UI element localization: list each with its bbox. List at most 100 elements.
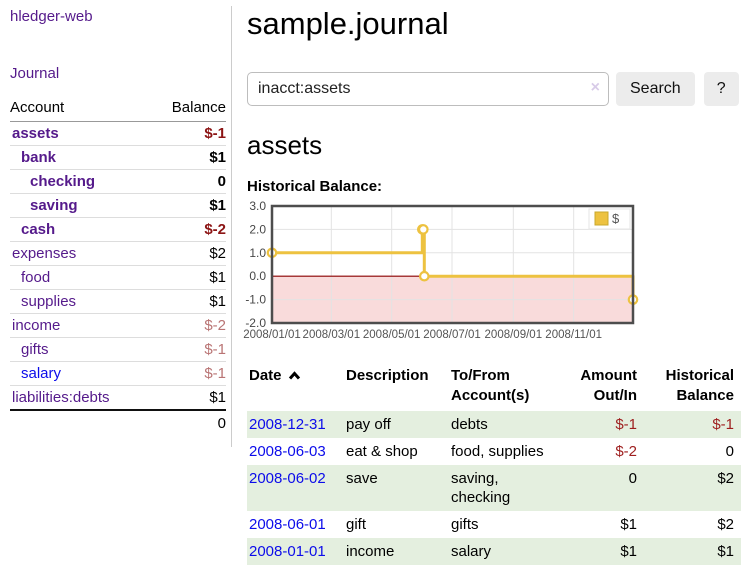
- accounts-header-row: Account Balance: [10, 96, 226, 122]
- account-link[interactable]: assets: [12, 125, 59, 142]
- transaction-date-link[interactable]: 2008-06-01: [249, 516, 326, 533]
- account-balance: $1: [149, 145, 226, 170]
- account-row: supplies $1: [10, 289, 226, 314]
- transaction-amount: $-2: [615, 443, 637, 460]
- svg-text:2008/01/01: 2008/01/01: [243, 329, 301, 341]
- register-row: 2008-06-02 save saving, checking 0 $2: [247, 465, 741, 511]
- account-balance: $1: [149, 289, 226, 314]
- help-button[interactable]: ?: [703, 72, 739, 106]
- account-link[interactable]: checking: [30, 173, 96, 190]
- account-row: assets $-1: [10, 122, 226, 146]
- account-row: gifts $-1: [10, 337, 226, 362]
- account-link[interactable]: cash: [21, 221, 56, 238]
- svg-text:-1.0: -1.0: [245, 293, 266, 307]
- svg-text:2008/05/01: 2008/05/01: [363, 329, 421, 341]
- account-row: expenses $2: [10, 241, 226, 266]
- svg-text:1.0: 1.0: [249, 246, 266, 260]
- accounts-table-body: assets $-1 bank $1 checking 0 saving $1 …: [10, 122, 226, 435]
- page-title: sample.journal: [247, 6, 449, 41]
- chart-title: Historical Balance:: [247, 178, 383, 195]
- register-table-body: 2008-12-31 pay off debts $-1 $-1 2008-06…: [247, 411, 741, 565]
- account-row: income $-2: [10, 313, 226, 338]
- account-row: food $1: [10, 265, 226, 290]
- svg-text:0.0: 0.0: [249, 269, 266, 283]
- register-header-amount: Amount Out/In: [580, 367, 637, 404]
- transaction-date-link[interactable]: 2008-12-31: [249, 416, 326, 433]
- chart-container: 3.0 2.0 1.0 0.0 -1.0 -2.0 2008/01/01 2008/03/01…: [239, 199, 641, 347]
- account-link[interactable]: salary: [21, 365, 62, 382]
- accounts-total-row: 0: [10, 409, 226, 435]
- chart-legend: $: [588, 208, 631, 230]
- transaction-accounts: salary: [451, 543, 492, 560]
- account-link[interactable]: saving: [30, 197, 78, 214]
- transaction-accounts: debts: [451, 416, 488, 433]
- sort-ascending-icon: [288, 371, 300, 380]
- account-balance: 0: [149, 169, 226, 194]
- register-row: 2008-06-01 gift gifts $1 $2: [247, 511, 741, 538]
- account-link[interactable]: bank: [21, 149, 57, 166]
- clear-search-icon[interactable]: ×: [590, 79, 600, 96]
- sidebar-item-journal[interactable]: Journal: [10, 65, 60, 82]
- account-row: saving $1: [10, 193, 226, 218]
- account-link[interactable]: expenses: [12, 245, 77, 262]
- register-header-accounts: To/From Account(s): [451, 367, 530, 404]
- accounts-table: Account Balance assets $-1 bank $1 check…: [10, 96, 226, 435]
- register-header-date[interactable]: Date: [247, 364, 344, 411]
- account-row: cash $-2: [10, 217, 226, 242]
- svg-text:2.0: 2.0: [249, 222, 266, 236]
- transaction-description: gift: [346, 516, 367, 533]
- account-balance: $-1: [149, 337, 226, 362]
- svg-text:2008/09/01: 2008/09/01: [485, 329, 543, 341]
- account-row: salary $-1: [10, 361, 226, 386]
- accounts-total-value: 0: [10, 409, 226, 435]
- register-row: 2008-01-01 income salary $1 $1: [247, 538, 741, 565]
- transaction-date-link[interactable]: 2008-01-01: [249, 543, 326, 560]
- register-header-balance: Historical Balance: [665, 367, 734, 404]
- account-balance: $-2: [149, 217, 226, 242]
- app-title-link[interactable]: hledger-web: [10, 8, 93, 25]
- transaction-amount: $1: [620, 516, 637, 533]
- svg-text:2008/03/01: 2008/03/01: [303, 329, 361, 341]
- transaction-description: income: [346, 543, 395, 560]
- sidebar: hledger-web Journal Account Balance asse…: [10, 6, 232, 447]
- search-input[interactable]: [247, 72, 609, 106]
- account-balance: $1: [149, 265, 226, 290]
- legend-label: $: [612, 211, 620, 226]
- account-link[interactable]: income: [12, 317, 61, 334]
- search-form: × Search ?: [247, 72, 741, 106]
- account-balance: $1: [149, 193, 226, 218]
- register-row: 2008-06-03 eat & shop food, supplies $-2…: [247, 438, 741, 465]
- svg-text:2008/11/01: 2008/11/01: [545, 329, 602, 341]
- account-row: liabilities:debts $1: [10, 385, 226, 410]
- account-link[interactable]: supplies: [21, 293, 77, 310]
- transaction-date-link[interactable]: 2008-06-03: [249, 443, 326, 460]
- svg-text:3.0: 3.0: [249, 199, 266, 213]
- search-button[interactable]: Search: [616, 72, 695, 106]
- register-table: Date Description To/From Account(s) Amou…: [247, 364, 741, 565]
- svg-text:-2.0: -2.0: [245, 316, 266, 330]
- transaction-balance: $2: [717, 516, 734, 533]
- accounts-header-account: Account: [10, 96, 150, 122]
- transaction-description: pay off: [346, 416, 391, 433]
- transaction-amount: 0: [628, 470, 637, 487]
- transaction-description: save: [346, 470, 378, 487]
- account-link[interactable]: liabilities:debts: [12, 389, 110, 406]
- account-balance: $-2: [149, 313, 226, 338]
- account-balance: $-1: [204, 125, 226, 142]
- account-link[interactable]: food: [21, 269, 51, 286]
- svg-text:2008/07/01: 2008/07/01: [423, 329, 481, 341]
- transaction-balance: 0: [725, 443, 734, 460]
- transaction-accounts: food, supplies: [451, 443, 544, 460]
- search-box: ×: [247, 72, 609, 106]
- register-header-description: Description: [346, 367, 429, 384]
- account-balance: $-1: [149, 361, 226, 386]
- transaction-description: eat & shop: [346, 443, 418, 460]
- transaction-date-link[interactable]: 2008-06-02: [249, 470, 326, 487]
- account-balance: $1: [149, 385, 226, 410]
- account-balance: $2: [149, 241, 226, 266]
- transaction-accounts: gifts: [451, 516, 479, 533]
- main-content: sample.journal × Search ? assets Histori…: [232, 6, 741, 565]
- register-header-row: Date Description To/From Account(s) Amou…: [247, 364, 741, 411]
- account-link[interactable]: gifts: [21, 341, 49, 358]
